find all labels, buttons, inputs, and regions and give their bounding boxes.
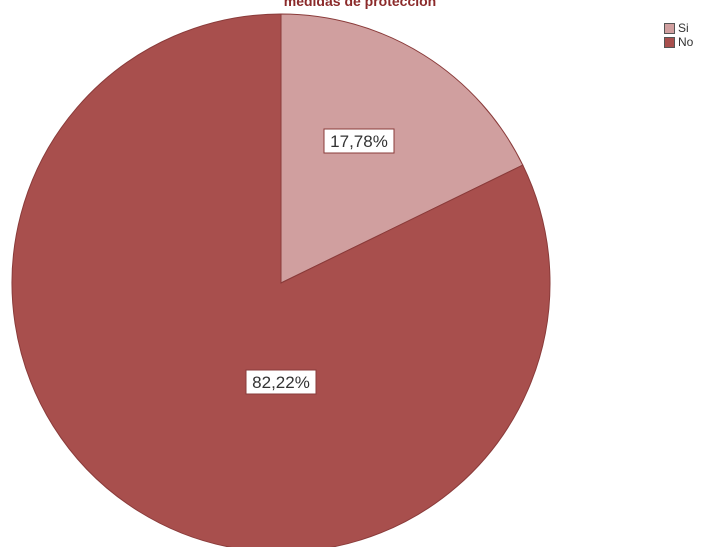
- pie-data-labels: 17,78% 82,22%: [245, 128, 395, 395]
- legend-label-si: Si: [678, 21, 689, 35]
- legend-item-no: No: [664, 35, 693, 49]
- pie-slice-no: [11, 13, 551, 547]
- data-label-box-no: [245, 369, 317, 395]
- legend-swatch-si: [664, 22, 675, 34]
- legend-swatch-no: [664, 36, 675, 48]
- chart-title: medidas de protección: [283, 0, 437, 9]
- data-label-si: 17,78%: [330, 132, 388, 151]
- legend: Si No: [664, 21, 693, 49]
- data-label-box-si: [323, 128, 395, 154]
- legend-label-no: No: [678, 35, 694, 49]
- pie-slices: [11, 13, 551, 547]
- data-label-no: 82,22%: [252, 373, 310, 392]
- pie-slice-si: [280, 13, 524, 284]
- legend-item-si: Si: [664, 21, 693, 35]
